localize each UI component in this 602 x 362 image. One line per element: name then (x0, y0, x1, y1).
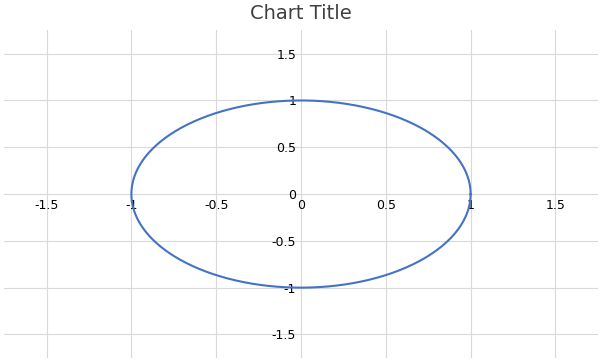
Title: Chart Title: Chart Title (250, 4, 352, 23)
